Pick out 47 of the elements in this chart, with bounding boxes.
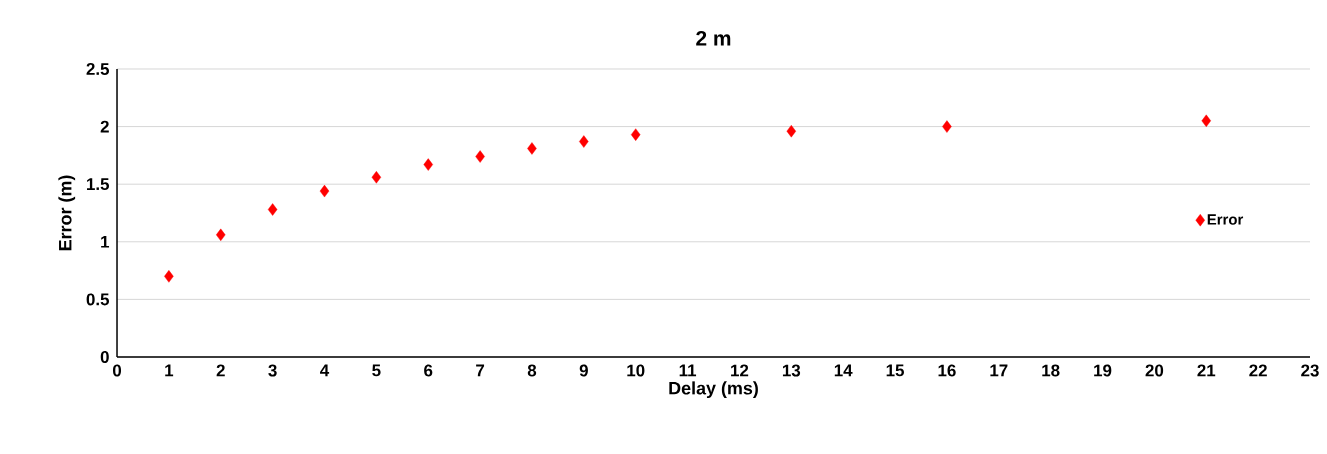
x-tick-label: 3	[268, 364, 277, 377]
x-axis-title: Delay (ms)	[669, 381, 758, 399]
x-tick-label: 17	[990, 364, 1008, 377]
chart-title: 2 m	[696, 30, 731, 46]
x-tick-label: 7	[476, 364, 485, 377]
point	[319, 184, 330, 198]
y-tick-label: 1.5	[87, 178, 110, 191]
x-tick-label: 15	[886, 364, 904, 377]
x-tick-label: 20	[1145, 364, 1164, 377]
point	[475, 150, 485, 163]
point	[527, 142, 537, 155]
y-tick-label: 2	[100, 120, 109, 133]
x-tick-label: 8	[527, 364, 537, 377]
x-tick-label: 19	[1094, 364, 1112, 377]
x-tick-label: 6	[424, 364, 433, 377]
point	[579, 135, 589, 148]
point	[267, 203, 278, 216]
point	[786, 124, 797, 138]
x-tick-label: 2	[216, 364, 225, 377]
point	[216, 228, 226, 242]
x-tick-label: 23	[1301, 364, 1319, 377]
y-tick-label: 0	[100, 350, 109, 363]
x-tick-label: 12	[731, 364, 749, 377]
x-tick-label: 14	[834, 364, 853, 377]
x-tick-label: 11	[679, 364, 697, 377]
point	[631, 128, 641, 141]
x-tick-label: 18	[1042, 364, 1060, 377]
point	[1201, 114, 1211, 128]
y-tick-label: 1	[101, 235, 110, 248]
x-tick-label: 22	[1249, 364, 1267, 377]
legend-label: Error	[1207, 214, 1244, 225]
x-tick-label: 9	[579, 364, 588, 377]
x-tick-label: 1	[165, 364, 174, 377]
y-tick-label: 0.5	[86, 293, 110, 306]
x-tick-label: 5	[372, 364, 381, 377]
y-axis-title: Error (m)	[58, 175, 76, 251]
x-tick-label: 21	[1197, 364, 1216, 377]
x-tick-label: 0	[112, 364, 122, 377]
x-tick-label: 10	[627, 364, 645, 377]
x-tick-label: 4	[320, 364, 330, 377]
y-tick-label: 2.5	[86, 62, 110, 75]
point	[423, 158, 433, 171]
x-tick-label: 13	[782, 364, 801, 377]
point	[942, 120, 952, 133]
x-tick-label: 16	[938, 364, 956, 377]
point	[164, 270, 174, 283]
point	[371, 171, 382, 184]
